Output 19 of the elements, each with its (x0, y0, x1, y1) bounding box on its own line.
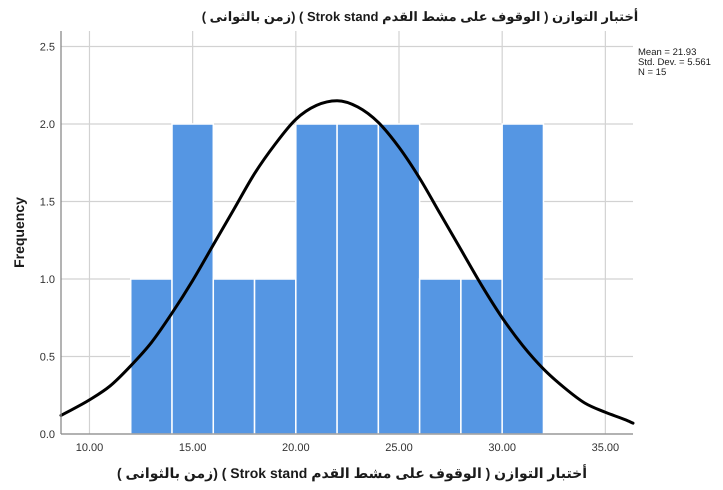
chart-title: أختبار التوازن ( الوقوف على مشط القدم Strok stand ) (زمن بالثوانى ) (202, 8, 638, 25)
text: N = 15 (638, 67, 666, 78)
y-tick-label: 2.0 (40, 119, 55, 131)
x-tick-label: 20.00 (282, 442, 310, 454)
x-tick-label: 15.00 (178, 442, 206, 454)
y-tick-label: 2.5 (40, 42, 55, 54)
x-tick-label: 35.00 (592, 442, 620, 454)
y-axis-title: Frequency (11, 196, 27, 268)
line-series (60, 99, 634, 425)
y-tick-label: 1.0 (40, 274, 55, 286)
y-tick-label: 0.5 (40, 352, 55, 364)
text: Std. Dev. = 5.561 (638, 57, 711, 68)
y-tick-label: 0.0 (40, 429, 55, 441)
x-tick-label: 10.00 (76, 442, 104, 454)
text: Mean = 21.93 (638, 47, 696, 58)
x-axis-title: أختبار التوازن ( الوقوف على مشط القدم Strok stand ) (زمن بالثوانى ) (116, 464, 588, 482)
x-tick-label: 30.00 (488, 442, 516, 454)
x-tick-label: 25.00 (385, 442, 413, 454)
y-tick-label: 1.5 (40, 196, 55, 208)
